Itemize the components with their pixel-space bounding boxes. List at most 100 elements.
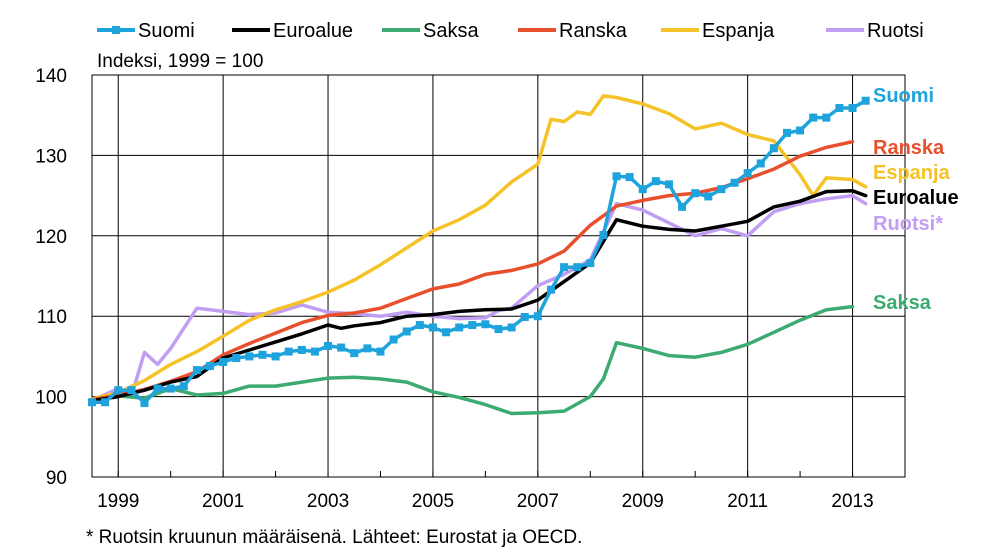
data-point-suomi	[376, 347, 385, 356]
data-point-suomi	[324, 341, 333, 350]
data-point-suomi	[507, 323, 516, 332]
end-labels: Suomi Euroalue Saksa Ranska Espanja Ruotsi*	[873, 85, 959, 314]
data-point-suomi	[271, 352, 280, 361]
data-point-suomi	[297, 345, 306, 354]
data-point-suomi	[232, 354, 241, 363]
axes: 90 100 110 120 130 140 1999 2001 2003 2005 2007 200…	[35, 66, 906, 512]
data-point-suomi	[573, 263, 582, 272]
data-point-suomi	[468, 321, 477, 330]
data-point-suomi	[245, 352, 254, 361]
x-tick-label: 2009	[622, 491, 664, 512]
data-point-suomi	[560, 263, 569, 272]
data-point-suomi	[704, 192, 713, 201]
legend-item-suomi: Suomi	[97, 20, 195, 42]
data-point-suomi	[206, 362, 215, 371]
legend-item-espanja: Espanja	[661, 20, 775, 42]
data-point-suomi	[717, 185, 726, 194]
data-point-suomi	[796, 126, 805, 135]
data-point-suomi	[586, 259, 595, 268]
end-label-saksa: Saksa	[873, 292, 932, 314]
data-point-suomi	[769, 144, 778, 153]
legend-item-ranska: Ranska	[518, 20, 628, 42]
data-point-suomi	[481, 320, 490, 329]
data-point-suomi	[442, 328, 451, 337]
series-line-saksa	[90, 304, 855, 416]
data-point-suomi	[114, 386, 123, 395]
series-line-espanja	[90, 94, 868, 401]
data-point-suomi	[612, 172, 621, 181]
series-lines	[88, 94, 870, 416]
x-tick-label: 2005	[412, 491, 454, 512]
data-point-suomi	[179, 382, 188, 391]
data-point-suomi	[743, 169, 752, 178]
y-tick-label: 120	[35, 227, 67, 248]
y-tick-label: 100	[35, 388, 67, 409]
data-point-suomi	[756, 159, 765, 168]
data-point-suomi	[258, 350, 267, 359]
series-line-euroalue	[90, 189, 868, 403]
data-point-suomi	[494, 325, 503, 334]
data-point-suomi	[678, 202, 687, 211]
data-point-suomi	[861, 96, 870, 105]
data-point-suomi	[664, 180, 673, 189]
end-label-ruotsi: Ruotsi*	[873, 213, 943, 235]
x-tick-label: 2001	[202, 491, 244, 512]
data-point-suomi	[192, 366, 201, 375]
data-point-suomi	[455, 323, 464, 332]
legend-item-saksa: Saksa	[382, 20, 479, 42]
legend: Suomi Euroalue Saksa Ranska Espanja Ruotsi	[97, 20, 924, 42]
data-point-suomi	[415, 321, 424, 330]
end-label-ranska: Ranska	[873, 137, 945, 159]
legend-label: Espanja	[702, 20, 775, 42]
chart-subtitle: Indeksi, 1999 = 100	[97, 51, 263, 72]
x-tick-label: 2007	[517, 491, 559, 512]
series-line-ruotsi	[90, 193, 868, 403]
data-point-suomi	[546, 285, 555, 294]
data-point-suomi	[533, 312, 542, 321]
data-point-suomi	[101, 398, 110, 407]
data-point-suomi	[166, 384, 175, 393]
legend-label: Suomi	[138, 20, 195, 42]
data-point-suomi	[337, 343, 346, 352]
data-point-suomi	[88, 398, 96, 407]
data-point-suomi	[625, 173, 634, 182]
x-tick-label: 2013	[831, 491, 873, 512]
y-tick-label: 140	[35, 66, 67, 87]
legend-item-ruotsi: Ruotsi	[826, 20, 924, 42]
legend-marker	[112, 26, 120, 34]
end-label-euroalue: Euroalue	[873, 187, 959, 209]
end-label-suomi: Suomi	[873, 85, 934, 107]
data-point-suomi	[219, 358, 228, 367]
data-point-suomi	[599, 230, 608, 239]
x-tick-label: 1999	[97, 491, 139, 512]
data-point-suomi	[363, 344, 372, 353]
data-point-suomi	[809, 113, 818, 122]
data-point-suomi	[428, 323, 437, 332]
data-point-suomi	[153, 384, 162, 393]
data-point-suomi	[402, 327, 411, 336]
data-point-suomi	[389, 335, 398, 344]
y-tick-label: 90	[46, 468, 67, 489]
data-point-suomi	[127, 386, 136, 395]
legend-label: Euroalue	[273, 20, 353, 42]
series-line-suomi	[90, 98, 868, 405]
data-point-suomi	[638, 185, 647, 194]
x-tick-label: 2003	[307, 491, 349, 512]
legend-label: Ranska	[559, 20, 628, 42]
end-label-espanja: Espanja	[873, 162, 951, 184]
x-tick-label: 2011	[727, 491, 768, 512]
data-point-suomi	[848, 103, 857, 112]
data-point-suomi	[140, 399, 149, 408]
data-point-suomi	[691, 189, 700, 198]
chart-footnote: * Ruotsin kruunun määräisenä. Lähteet: E…	[86, 527, 582, 548]
data-point-suomi	[730, 178, 739, 187]
legend-label: Saksa	[423, 20, 479, 42]
legend-label: Ruotsi	[867, 20, 924, 42]
data-point-suomi	[310, 347, 319, 356]
data-point-suomi	[284, 347, 293, 356]
data-point-suomi	[782, 128, 791, 137]
y-tick-label: 110	[37, 307, 67, 328]
data-point-suomi	[835, 103, 844, 112]
